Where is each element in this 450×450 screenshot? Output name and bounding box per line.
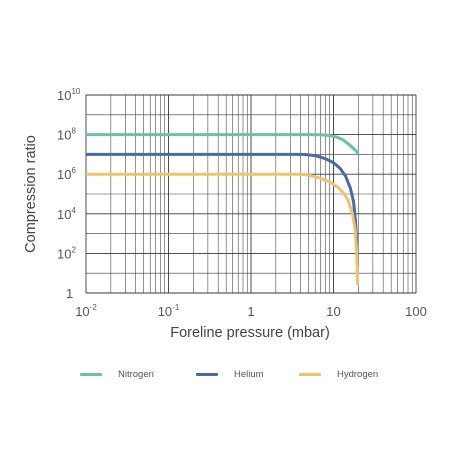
legend-item-hydrogen: Hydrogen (299, 366, 378, 382)
grid (85, 94, 417, 294)
legend-item-nitrogen: Nitrogen (80, 366, 154, 382)
legend-swatch-hydrogen (299, 372, 321, 376)
series-line-helium (86, 152, 360, 268)
legend: Nitrogen Helium Hydrogen (0, 366, 450, 386)
y-tick-label: 1010 (57, 87, 81, 103)
x-axis-label: Foreline pressure (mbar) (170, 325, 330, 341)
legend-label-nitrogen: Nitrogen (118, 368, 154, 380)
x-tick-label: 10-2 (75, 303, 97, 319)
series-line-nitrogen (86, 133, 359, 155)
x-tick-label: 10 (326, 304, 340, 319)
x-tick-label: 10-1 (158, 303, 180, 319)
y-tick-label: 102 (57, 245, 76, 261)
x-tick-label: 1 (247, 304, 254, 319)
y-tick-label: 104 (57, 206, 76, 222)
legend-item-helium: Helium (196, 366, 264, 382)
legend-label-helium: Helium (234, 368, 264, 380)
y-tick-labels: 1010 108 106 104 102 1 (57, 87, 81, 301)
y-axis-label: Compression ratio (23, 135, 39, 253)
series-lines (86, 133, 360, 286)
legend-swatch-nitrogen (80, 372, 102, 376)
legend-swatch-helium (196, 372, 218, 376)
x-tick-labels: 10-2 10-1 1 10 100 (75, 303, 427, 319)
y-tick-label: 1 (66, 286, 73, 301)
series-line-hydrogen (86, 172, 359, 286)
legend-label-hydrogen: Hydrogen (337, 368, 379, 380)
y-tick-label: 106 (57, 166, 76, 182)
y-tick-label: 108 (57, 127, 76, 143)
x-tick-label: 100 (405, 304, 427, 319)
